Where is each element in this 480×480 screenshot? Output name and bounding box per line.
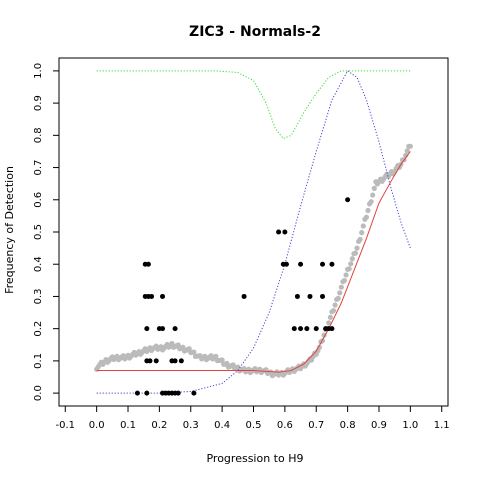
fit-line <box>96 151 411 373</box>
data-point <box>320 293 326 299</box>
x-tick-label: -0.1 <box>56 420 76 431</box>
smoothed-point <box>341 277 348 284</box>
y-tick-label: 0.5 <box>33 224 44 240</box>
dotted-curve <box>96 70 411 394</box>
smoothed-point <box>332 302 338 308</box>
x-tick-label: 1.0 <box>402 420 418 431</box>
data-point <box>160 326 166 332</box>
y-axis-label: Frequency of Detection <box>3 166 16 294</box>
smoothed-point <box>335 295 341 301</box>
smoothed-point <box>365 207 371 214</box>
smoothed-point <box>407 143 413 149</box>
data-point <box>191 390 197 396</box>
y-tick-label: 0.0 <box>33 385 44 401</box>
data-point <box>241 293 247 299</box>
x-tick-label: 0.7 <box>308 420 324 431</box>
smoothed-point <box>363 214 370 220</box>
x-tick-label: 0.8 <box>340 420 356 431</box>
data-point <box>134 390 140 396</box>
data-point <box>276 229 282 235</box>
x-tick-label: 0.3 <box>183 420 199 431</box>
data-point <box>282 229 288 235</box>
y-tick-label: 0.8 <box>33 127 44 143</box>
data-point <box>178 358 184 364</box>
smoothed-point <box>330 308 337 314</box>
dotted-curve <box>96 70 411 140</box>
y-tick-label: 0.3 <box>33 288 44 304</box>
x-tick-label: 0.2 <box>151 420 167 431</box>
data-point <box>160 293 166 299</box>
smoothed-point <box>371 185 377 191</box>
smoothed-point <box>327 314 333 320</box>
data-point <box>145 261 151 267</box>
y-tick-label: 0.4 <box>33 256 44 272</box>
data-point <box>172 326 178 332</box>
x-axis-label: Progression to H9 <box>206 452 303 465</box>
smoothed-point <box>337 290 343 296</box>
data-point <box>149 293 155 299</box>
x-tick-label: 0.5 <box>246 420 262 431</box>
y-tick-label: 0.6 <box>33 192 44 208</box>
y-axis: 0.0 0.1 0.2 0.3 0.4 0.5 0.6 0.7 0.8 0.9 1.0 <box>33 63 59 401</box>
x-tick-label: 0.0 <box>89 420 105 431</box>
x-axis: -0.1 0.0 0.1 0.2 0.3 0.4 0.5 0.6 0.7 0.8 0.9 1.0 1.1 <box>56 406 450 431</box>
data-point <box>320 261 326 267</box>
data-point <box>147 358 153 364</box>
smoothed-point <box>348 261 354 267</box>
smoothed-point <box>219 357 225 363</box>
data-point <box>329 326 335 332</box>
data-point <box>283 261 289 267</box>
data-point <box>329 261 335 267</box>
data-point <box>298 326 304 332</box>
data-point <box>313 326 319 332</box>
data-point <box>345 197 351 203</box>
series-layer <box>94 70 413 396</box>
y-tick-label: 0.1 <box>33 353 44 369</box>
smoothed-point <box>326 320 332 326</box>
smoothed-point <box>343 272 349 278</box>
data-point <box>144 390 150 396</box>
data-point <box>291 326 297 332</box>
detection-points <box>134 197 351 396</box>
data-point <box>294 293 300 299</box>
smoothed-point <box>213 353 219 359</box>
data-point <box>175 390 181 396</box>
y-tick-label: 0.2 <box>33 321 44 337</box>
smoothed-point <box>357 236 363 242</box>
smoothed-point <box>354 245 360 251</box>
smoothed-point <box>359 230 365 236</box>
data-point <box>298 261 304 267</box>
data-point <box>304 326 310 332</box>
y-tick-label: 0.9 <box>33 95 44 111</box>
smoothed-point <box>349 256 355 262</box>
x-tick-label: 1.1 <box>434 420 450 431</box>
smoothed-point <box>404 148 410 154</box>
smoothed-point <box>352 250 359 256</box>
smoothed-point <box>338 284 344 290</box>
smoothed-point <box>346 266 352 272</box>
data-point <box>144 326 150 332</box>
data-point <box>153 358 159 364</box>
smoothed-series <box>94 143 413 379</box>
chart-title: ZIC3 - Normals-2 <box>189 24 321 40</box>
smoothed-point <box>370 192 376 198</box>
x-tick-label: 0.1 <box>120 420 136 431</box>
x-tick-label: 0.9 <box>371 420 387 431</box>
smoothed-point <box>360 223 366 229</box>
data-point <box>307 293 313 299</box>
smoothed-point <box>191 349 197 355</box>
x-tick-label: 0.4 <box>214 420 230 431</box>
y-tick-label: 0.7 <box>33 160 44 176</box>
data-point <box>172 358 178 364</box>
smoothed-point <box>368 199 374 205</box>
y-tick-label: 1.0 <box>33 63 44 79</box>
x-tick-label: 0.6 <box>277 420 293 431</box>
